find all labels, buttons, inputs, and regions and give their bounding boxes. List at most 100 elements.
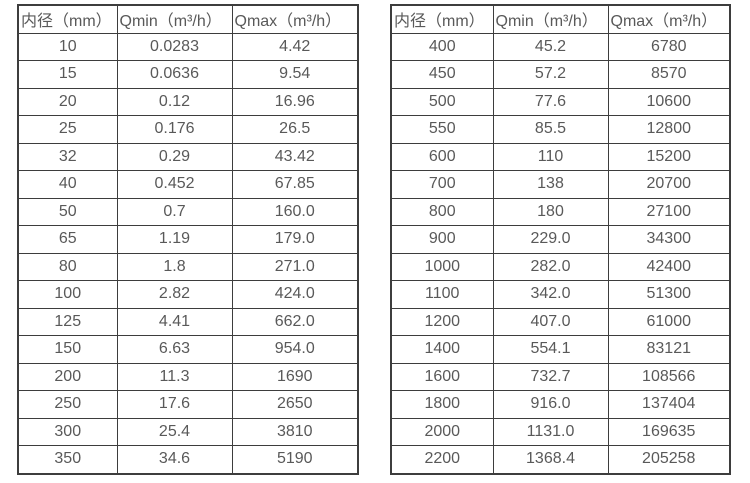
table-row: 1100 342.0 51300 (390, 280, 731, 309)
table-cell: 700 (390, 170, 494, 199)
table-cell: 9.54 (231, 60, 359, 89)
header-row: 内径（mm） Qmin（m³/h） Qmax（m³/h） (17, 4, 359, 34)
flow-range-table-right: 内径（mm） Qmin（m³/h） Qmax（m³/h） 400 45.2 6780 450… (390, 4, 731, 475)
header-row: 内径（mm） Qmin（m³/h） Qmax（m³/h） (390, 4, 731, 34)
table-cell: 0.176 (116, 115, 233, 144)
table-cell: 20 (17, 87, 118, 116)
table-row: 200 11.3 1690 (17, 362, 359, 391)
table-row: 250 17.6 2650 (17, 390, 359, 419)
table-cell: 137404 (607, 390, 731, 419)
table-cell: 954.0 (231, 335, 359, 364)
table-cell: 1800 (390, 390, 494, 419)
table-cell: 550 (390, 115, 494, 144)
table-cell: 15200 (607, 142, 731, 171)
table-cell: 34300 (607, 225, 731, 254)
table-cell: 900 (390, 225, 494, 254)
table-row: 80 1.8 271.0 (17, 252, 359, 281)
column-header: 内径（mm） (390, 4, 494, 34)
table-cell: 125 (17, 307, 118, 336)
table-row: 1200 407.0 61000 (390, 307, 731, 336)
table-cell: 6780 (607, 32, 731, 61)
table-row: 2000 1131.0 169635 (390, 417, 731, 446)
table-row: 25 0.176 26.5 (17, 115, 359, 144)
table-cell: 43.42 (231, 142, 359, 171)
table-cell: 34.6 (116, 445, 233, 474)
table-cell: 1200 (390, 307, 494, 336)
table-cell: 169635 (607, 417, 731, 446)
table-cell: 229.0 (492, 225, 609, 254)
table-row: 550 85.5 12800 (390, 115, 731, 144)
table-cell: 1400 (390, 335, 494, 364)
table-cell: 282.0 (492, 252, 609, 281)
table-cell: 2200 (390, 445, 494, 474)
table-cell: 450 (390, 60, 494, 89)
table-row: 1400 554.1 83121 (390, 335, 731, 364)
table-cell: 32 (17, 142, 118, 171)
table-cell: 16.96 (231, 87, 359, 116)
table-cell: 1368.4 (492, 445, 609, 474)
table-cell: 0.29 (116, 142, 233, 171)
table-cell: 160.0 (231, 197, 359, 226)
table-cell: 77.6 (492, 87, 609, 116)
table-cell: 424.0 (231, 280, 359, 309)
table-cell: 25.4 (116, 417, 233, 446)
table-cell: 662.0 (231, 307, 359, 336)
table-row: 1600 732.7 108566 (390, 362, 731, 391)
table-cell: 67.85 (231, 170, 359, 199)
table-cell: 150 (17, 335, 118, 364)
table-cell: 85.5 (492, 115, 609, 144)
table-cell: 57.2 (492, 60, 609, 89)
table-cell: 5190 (231, 445, 359, 474)
table-row: 125 4.41 662.0 (17, 307, 359, 336)
table-cell: 3810 (231, 417, 359, 446)
table-row: 300 25.4 3810 (17, 417, 359, 446)
table-cell: 15 (17, 60, 118, 89)
table-cell: 42400 (607, 252, 731, 281)
table-cell: 500 (390, 87, 494, 116)
table-cell: 179.0 (231, 225, 359, 254)
table-cell: 180 (492, 197, 609, 226)
table-cell: 1131.0 (492, 417, 609, 446)
table-cell: 50 (17, 197, 118, 226)
table-cell: 271.0 (231, 252, 359, 281)
table-cell: 200 (17, 362, 118, 391)
table-cell: 17.6 (116, 390, 233, 419)
table-cell: 800 (390, 197, 494, 226)
table-row: 20 0.12 16.96 (17, 87, 359, 116)
table-cell: 65 (17, 225, 118, 254)
column-header: 内径（mm） (17, 4, 118, 34)
table-row: 150 6.63 954.0 (17, 335, 359, 364)
table-cell: 20700 (607, 170, 731, 199)
table-cell: 4.42 (231, 32, 359, 61)
table-row: 15 0.0636 9.54 (17, 60, 359, 89)
table-cell: 10600 (607, 87, 731, 116)
table-row: 100 2.82 424.0 (17, 280, 359, 309)
table-cell: 1000 (390, 252, 494, 281)
table-cell: 407.0 (492, 307, 609, 336)
table-cell: 1100 (390, 280, 494, 309)
table-cell: 10 (17, 32, 118, 61)
table-row: 700 138 20700 (390, 170, 731, 199)
table-row: 50 0.7 160.0 (17, 197, 359, 226)
table-cell: 40 (17, 170, 118, 199)
table-row: 500 77.6 10600 (390, 87, 731, 116)
table-cell: 80 (17, 252, 118, 281)
table-cell: 2.82 (116, 280, 233, 309)
table-cell: 11.3 (116, 362, 233, 391)
table-cell: 916.0 (492, 390, 609, 419)
table-row: 10 0.0283 4.42 (17, 32, 359, 61)
table-cell: 1600 (390, 362, 494, 391)
table-cell: 100 (17, 280, 118, 309)
table-row: 800 180 27100 (390, 197, 731, 226)
table-cell: 300 (17, 417, 118, 446)
table-cell: 0.0283 (116, 32, 233, 61)
table-row: 32 0.29 43.42 (17, 142, 359, 171)
table-cell: 51300 (607, 280, 731, 309)
flow-range-table-left: 内径（mm） Qmin（m³/h） Qmax（m³/h） 10 0.0283 4.42 15… (17, 4, 359, 475)
column-header: Qmin（m³/h） (492, 4, 609, 34)
table-cell: 1.8 (116, 252, 233, 281)
table-cell: 110 (492, 142, 609, 171)
table-cell: 600 (390, 142, 494, 171)
table-cell: 4.41 (116, 307, 233, 336)
